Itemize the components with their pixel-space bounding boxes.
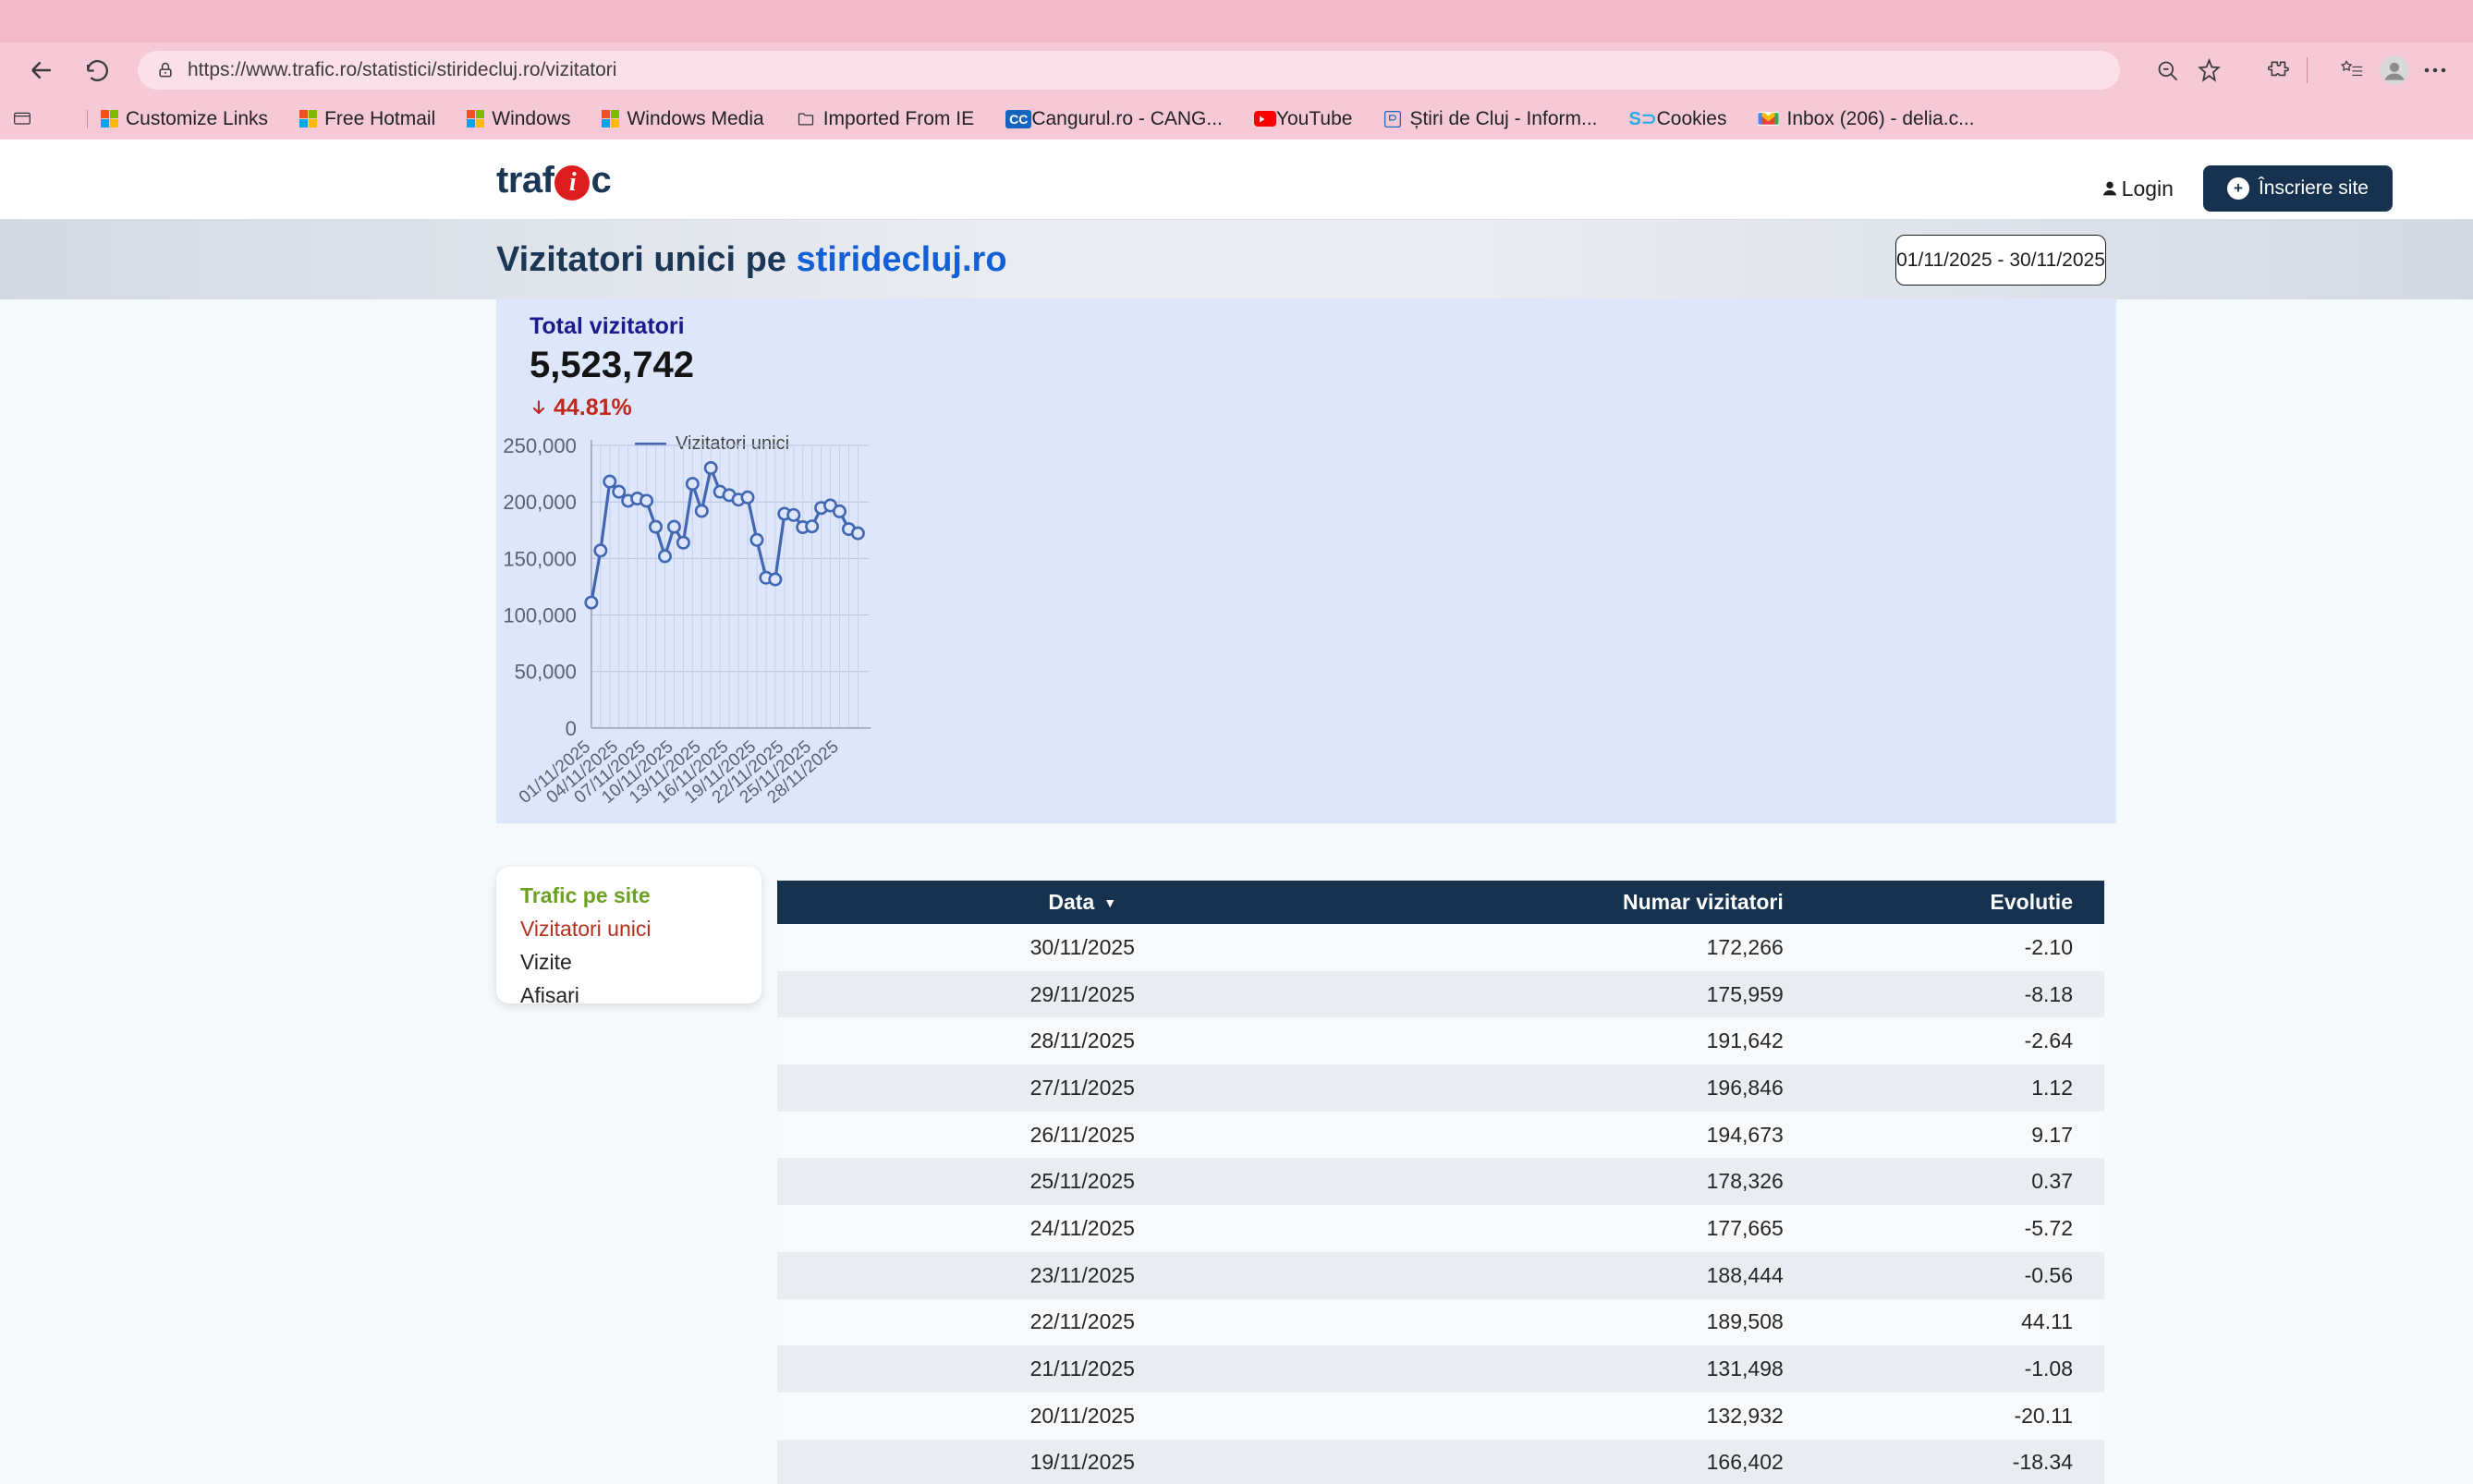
svg-text:200,000: 200,000 [503,491,577,514]
svg-text:100,000: 100,000 [503,604,577,627]
svg-text:250,000: 250,000 [503,434,577,457]
svg-text:50,000: 50,000 [515,661,577,684]
svg-text:150,000: 150,000 [503,547,577,570]
svg-text:0: 0 [566,717,577,740]
